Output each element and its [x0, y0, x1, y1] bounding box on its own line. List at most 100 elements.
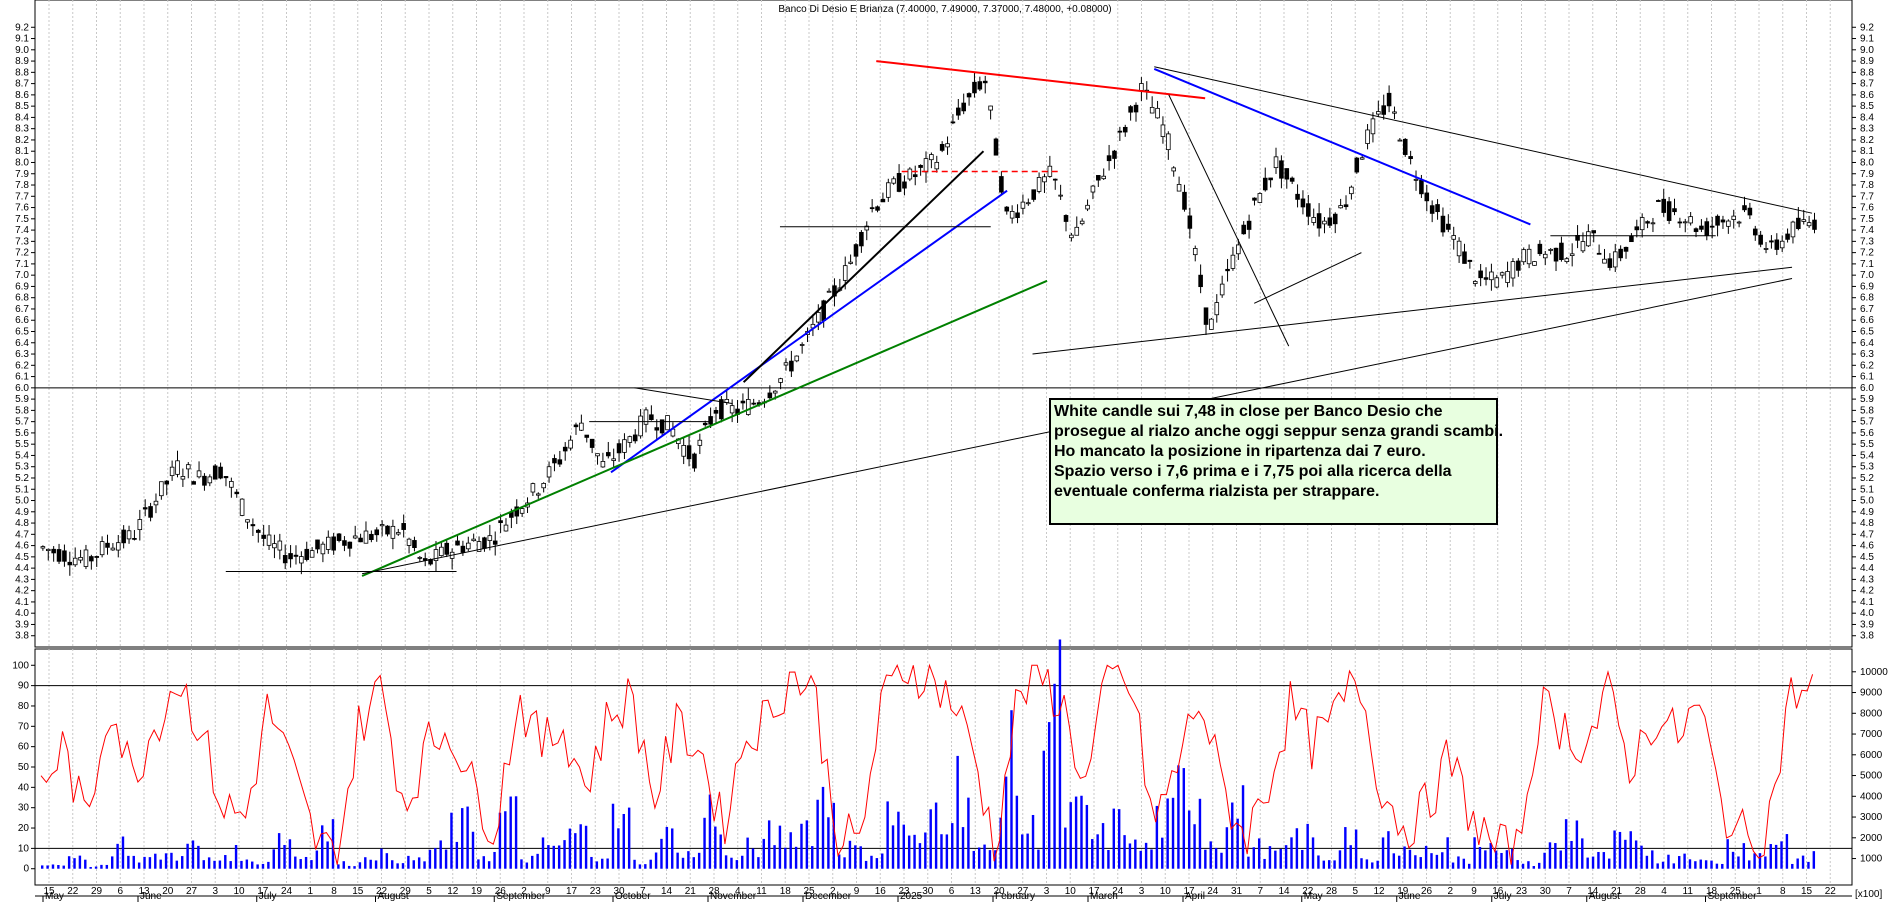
black-candle: [1096, 175, 1101, 181]
volume-bar: [1527, 861, 1530, 869]
price-tick-label: 5.1: [15, 484, 29, 495]
black-candle: [293, 554, 299, 557]
volume-bar: [1699, 859, 1702, 869]
price-tick-label: 9.2: [15, 22, 29, 33]
white-candle: [1472, 281, 1478, 284]
price-tick-label: 4.5: [15, 552, 29, 563]
white-candle: [1548, 248, 1553, 251]
volume-bar: [1365, 859, 1369, 869]
volume-bar: [1473, 837, 1476, 869]
volume-bar: [1004, 776, 1008, 869]
volume-bar: [1624, 839, 1627, 869]
price-tick-label: 8.1: [15, 146, 29, 157]
black-candle: [1462, 251, 1467, 264]
price-tick-label: 6.6: [15, 315, 29, 326]
black-candle: [719, 399, 724, 420]
white-candle: [1505, 271, 1510, 283]
volume-bar: [326, 841, 329, 869]
black-candle: [853, 244, 859, 257]
white-candle: [266, 534, 272, 546]
volume-bar: [1306, 823, 1309, 869]
price-tick-label: 7.5: [15, 214, 29, 225]
black-candle: [202, 475, 207, 486]
volume-bar: [994, 850, 997, 869]
volume-bar: [902, 824, 905, 869]
volume-bar: [186, 843, 189, 869]
volume-bar: [665, 826, 669, 869]
volume-bar: [1721, 863, 1724, 869]
volume-bar: [1688, 859, 1692, 869]
black-candle: [342, 540, 347, 546]
volume-bar: [811, 846, 814, 869]
price-tick-label: 3.9: [1860, 619, 1874, 630]
volume-bar: [412, 860, 415, 869]
black-candle: [713, 410, 719, 414]
black-candle: [1122, 126, 1128, 133]
white-candle: [1209, 318, 1214, 330]
day-tick-label: 5: [1352, 886, 1358, 897]
day-tick-label: 2: [521, 886, 527, 897]
day-tick-label: 14: [1278, 886, 1290, 897]
black-candle: [191, 481, 196, 485]
price-tick-label: 5.4: [15, 450, 29, 461]
green-trendline: [361, 279, 1048, 577]
volume-bar: [1301, 849, 1304, 869]
price-tick-label: 6.8: [1860, 293, 1874, 304]
volume-bar: [148, 857, 152, 869]
black-candle: [1467, 259, 1473, 262]
volume-bar: [708, 794, 712, 869]
white-candle: [1456, 240, 1462, 257]
day-tick-label: 25: [1730, 886, 1742, 897]
black-candle: [616, 443, 622, 454]
volume-bar: [509, 796, 512, 869]
volume-bar: [288, 839, 292, 869]
volume-bar: [627, 807, 631, 869]
white-candle: [83, 549, 89, 567]
volume-bar: [1801, 855, 1805, 869]
day-tick-label: 6: [949, 886, 955, 897]
volume-bar: [843, 857, 846, 869]
month-label: November: [710, 891, 757, 902]
volume-bar: [1489, 843, 1492, 869]
price-tick-label: 7.4: [1860, 225, 1874, 236]
white-candle: [395, 532, 401, 535]
white-candle: [115, 542, 121, 551]
volume-bar: [778, 825, 782, 869]
black-candle: [1386, 92, 1392, 107]
volume-bar: [934, 802, 938, 869]
day-tick-label: 24: [1207, 886, 1219, 897]
white-candle: [1489, 271, 1494, 281]
white-candle: [1349, 186, 1354, 195]
volume-bar: [789, 832, 792, 869]
black-support: [1032, 266, 1793, 355]
volume-bar: [816, 799, 819, 869]
volume-bar: [164, 853, 168, 869]
black-trendline-1: [742, 150, 985, 383]
white-candle: [1322, 220, 1327, 225]
volume-bar: [1392, 853, 1396, 869]
day-tick-label: 10: [1065, 886, 1077, 897]
white-candle: [320, 543, 326, 555]
black-candle: [482, 537, 487, 549]
black-candle: [56, 549, 62, 562]
volume-bar: [1403, 846, 1406, 869]
price-tick-label: 5.7: [15, 417, 29, 428]
volume-bar: [525, 862, 529, 869]
white-candle: [137, 519, 143, 531]
black-candle: [702, 422, 708, 426]
price-tick-label: 6.0: [15, 383, 29, 394]
volume-bar: [1397, 855, 1401, 869]
volume-bar: [1274, 850, 1277, 869]
white-candle: [487, 535, 493, 541]
white-candle: [934, 161, 940, 170]
volume-bar: [450, 812, 453, 869]
black-candle: [51, 548, 56, 554]
white-candle: [1521, 249, 1527, 263]
month-label: May: [45, 891, 64, 902]
price-tick-label: 6.9: [15, 281, 29, 292]
volume-bar: [574, 833, 577, 869]
volume-bar: [1467, 863, 1471, 869]
white-candle: [272, 543, 277, 549]
day-tick-label: 27: [186, 886, 198, 897]
white-candle: [546, 466, 552, 478]
